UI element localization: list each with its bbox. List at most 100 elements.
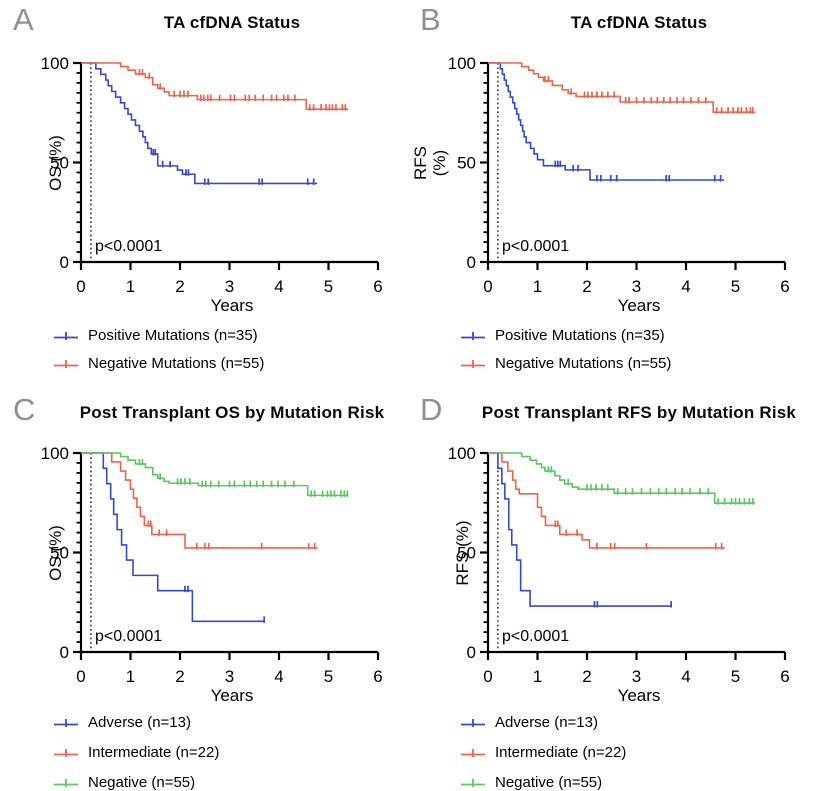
panel-a: A TA cfDNA Status OS (%) 0 50 100 0 1 2 3 4 5 6 p… bbox=[0, 0, 413, 390]
legend-marker-icon bbox=[54, 779, 78, 787]
panel-title: Post Transplant RFS by Mutation Risk bbox=[481, 403, 797, 422]
survival-curve bbox=[81, 62, 349, 110]
x-axis-label: Years bbox=[617, 686, 661, 705]
legend-marker-icon bbox=[54, 719, 78, 727]
legend-label: Adverse (n=13) bbox=[88, 713, 191, 731]
x-axis-label: Years bbox=[617, 296, 661, 315]
x-tick-label: 1 bbox=[533, 667, 542, 686]
legend-marker-icon bbox=[54, 332, 78, 340]
x-tick-label: 4 bbox=[681, 667, 690, 686]
legend-label: Negative (n=55) bbox=[88, 773, 196, 791]
x-tick-label: 5 bbox=[324, 277, 333, 296]
x-tick-label: 2 bbox=[175, 277, 184, 296]
x-tick-label: 5 bbox=[731, 667, 740, 686]
x-tick-label: 6 bbox=[373, 277, 382, 296]
legend-marker-icon bbox=[461, 749, 485, 757]
x-tick-label: 1 bbox=[533, 277, 542, 296]
x-tick-label: 3 bbox=[225, 667, 234, 686]
x-tick-label: 3 bbox=[632, 667, 641, 686]
legend-marker-icon bbox=[54, 749, 78, 757]
x-tick-label: 1 bbox=[126, 667, 135, 686]
x-tick-label: 3 bbox=[225, 277, 234, 296]
panel-letter: C bbox=[13, 392, 36, 427]
panel-d: D Post Transplant RFS by Mutation Risk R… bbox=[407, 390, 820, 791]
x-axis-label: Years bbox=[210, 296, 254, 315]
legend-label: Negative Mutations (n=55) bbox=[495, 354, 672, 372]
survival-curve bbox=[488, 62, 725, 181]
x-tick-label: 6 bbox=[780, 277, 789, 296]
km-plot: 0 50 100 0 1 2 3 4 5 6 bbox=[41, 444, 383, 686]
p-value-annotation: p<0.0001 bbox=[502, 238, 570, 255]
legend-item: Adverse (n=13) bbox=[460, 713, 598, 731]
x-tick-label: 6 bbox=[780, 667, 789, 686]
legend-label: Adverse (n=13) bbox=[495, 713, 598, 731]
survival-curve bbox=[488, 452, 756, 504]
y-tick-label: 50 bbox=[50, 154, 69, 173]
legend-item: Negative Mutations (n=55) bbox=[53, 354, 264, 372]
legend-item: Adverse (n=13) bbox=[53, 713, 191, 731]
x-tick-label: 2 bbox=[175, 667, 184, 686]
y-tick-label: 100 bbox=[448, 444, 476, 463]
y-tick-label: 100 bbox=[41, 444, 69, 463]
survival-curve bbox=[81, 452, 349, 497]
legend-label: Negative Mutations (n=55) bbox=[88, 354, 265, 372]
x-tick-label: 0 bbox=[483, 277, 492, 296]
y-tick-label: 50 bbox=[457, 154, 476, 173]
x-tick-label: 4 bbox=[274, 667, 283, 686]
survival-curve bbox=[81, 452, 318, 549]
y-tick-label: 0 bbox=[467, 253, 476, 272]
x-tick-label: 3 bbox=[632, 277, 641, 296]
x-tick-label: 5 bbox=[324, 667, 333, 686]
x-tick-label: 0 bbox=[483, 667, 492, 686]
legend-item: Negative Mutations (n=55) bbox=[460, 354, 671, 372]
legend-item: Negative (n=55) bbox=[53, 773, 195, 791]
panel-c: C Post Transplant OS by Mutation Risk OS… bbox=[0, 390, 413, 791]
x-tick-label: 1 bbox=[126, 277, 135, 296]
survival-curve bbox=[488, 62, 756, 113]
panel-letter: B bbox=[420, 2, 441, 37]
axis-lines bbox=[486, 62, 785, 264]
p-value-annotation: p<0.0001 bbox=[95, 238, 163, 255]
legend-label: Positive Mutations (n=35) bbox=[88, 326, 258, 344]
x-tick-label: 6 bbox=[373, 667, 382, 686]
legend-item: Positive Mutations (n=35) bbox=[53, 326, 258, 344]
x-tick-label: 2 bbox=[582, 277, 591, 296]
p-value-annotation: p<0.0001 bbox=[502, 628, 570, 645]
y-tick-label: 0 bbox=[60, 643, 69, 662]
survival-curve bbox=[488, 452, 672, 607]
legend-label: Negative (n=55) bbox=[495, 773, 603, 791]
panel-title: Post Transplant OS by Mutation Risk bbox=[79, 403, 385, 422]
survival-curve bbox=[81, 452, 265, 623]
panel-letter: D bbox=[420, 392, 443, 427]
panel-letter: A bbox=[13, 2, 34, 37]
km-plot: 0 50 100 0 1 2 3 4 5 6 bbox=[448, 444, 790, 686]
x-tick-label: 4 bbox=[681, 277, 690, 296]
axis-lines bbox=[79, 62, 378, 264]
axis-lines bbox=[486, 452, 785, 654]
x-tick-label: 5 bbox=[731, 277, 740, 296]
legend-item: Negative (n=55) bbox=[460, 773, 602, 791]
legend-label: Intermediate (n=22) bbox=[495, 743, 627, 761]
y-tick-label: 50 bbox=[50, 544, 69, 563]
legend-marker-icon bbox=[461, 360, 485, 368]
panel-b: B TA cfDNA Status RFS (%) 0 50 100 0 1 2 3 4 5 6 … bbox=[407, 0, 820, 390]
legend-marker-icon bbox=[461, 779, 485, 787]
legend-item: Intermediate (n=22) bbox=[53, 743, 219, 761]
legend-marker-icon bbox=[461, 332, 485, 340]
panel-title: TA cfDNA Status bbox=[570, 13, 708, 32]
x-tick-label: 0 bbox=[76, 667, 85, 686]
x-axis-label: Years bbox=[210, 686, 254, 705]
y-tick-label: 0 bbox=[467, 643, 476, 662]
km-plot: 0 50 100 0 1 2 3 4 5 6 bbox=[41, 54, 383, 296]
p-value-annotation: p<0.0001 bbox=[95, 628, 163, 645]
survival-curve bbox=[488, 452, 725, 549]
legend-item: Intermediate (n=22) bbox=[460, 743, 626, 761]
legend-label: Positive Mutations (n=35) bbox=[495, 326, 665, 344]
x-tick-label: 0 bbox=[76, 277, 85, 296]
legend-label: Intermediate (n=22) bbox=[88, 743, 220, 761]
legend-item: Positive Mutations (n=35) bbox=[460, 326, 665, 344]
legend-marker-icon bbox=[461, 719, 485, 727]
panel-title: TA cfDNA Status bbox=[163, 13, 301, 32]
y-tick-label: 0 bbox=[60, 253, 69, 272]
